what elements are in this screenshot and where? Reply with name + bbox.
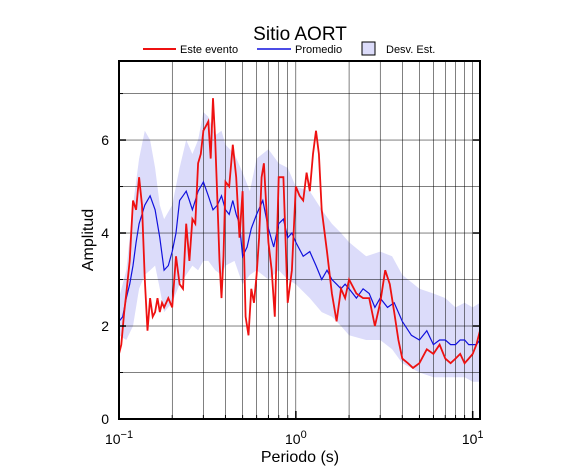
plot-frame — [118, 60, 481, 420]
series-line-promedio — [118, 180, 481, 346]
series-line-este-evento — [118, 98, 481, 370]
y-tick-label: 0 — [101, 411, 109, 427]
y-tick-label: 4 — [101, 225, 109, 241]
y-tick-label: 6 — [101, 132, 109, 148]
legend: Este evento Promedio Desv. Est. — [143, 41, 435, 56]
legend-std-swatch — [361, 41, 376, 56]
legend-event-label: Este evento — [180, 44, 238, 56]
x-tick-label: 101 — [462, 429, 484, 447]
legend-std-label: Desv. Est. — [386, 44, 435, 56]
legend-mean-label: Promedio — [295, 44, 342, 56]
std-dev-band — [119, 112, 480, 382]
chart-title: Sitio AORT — [253, 24, 347, 45]
y-axis-title: Amplitud — [80, 209, 97, 271]
y-tick-label: 2 — [101, 318, 109, 334]
x-tick-label: 10−1 — [105, 429, 133, 447]
x-axis-title: Periodo (s) — [261, 449, 339, 466]
x-tick-label: 100 — [285, 429, 307, 447]
